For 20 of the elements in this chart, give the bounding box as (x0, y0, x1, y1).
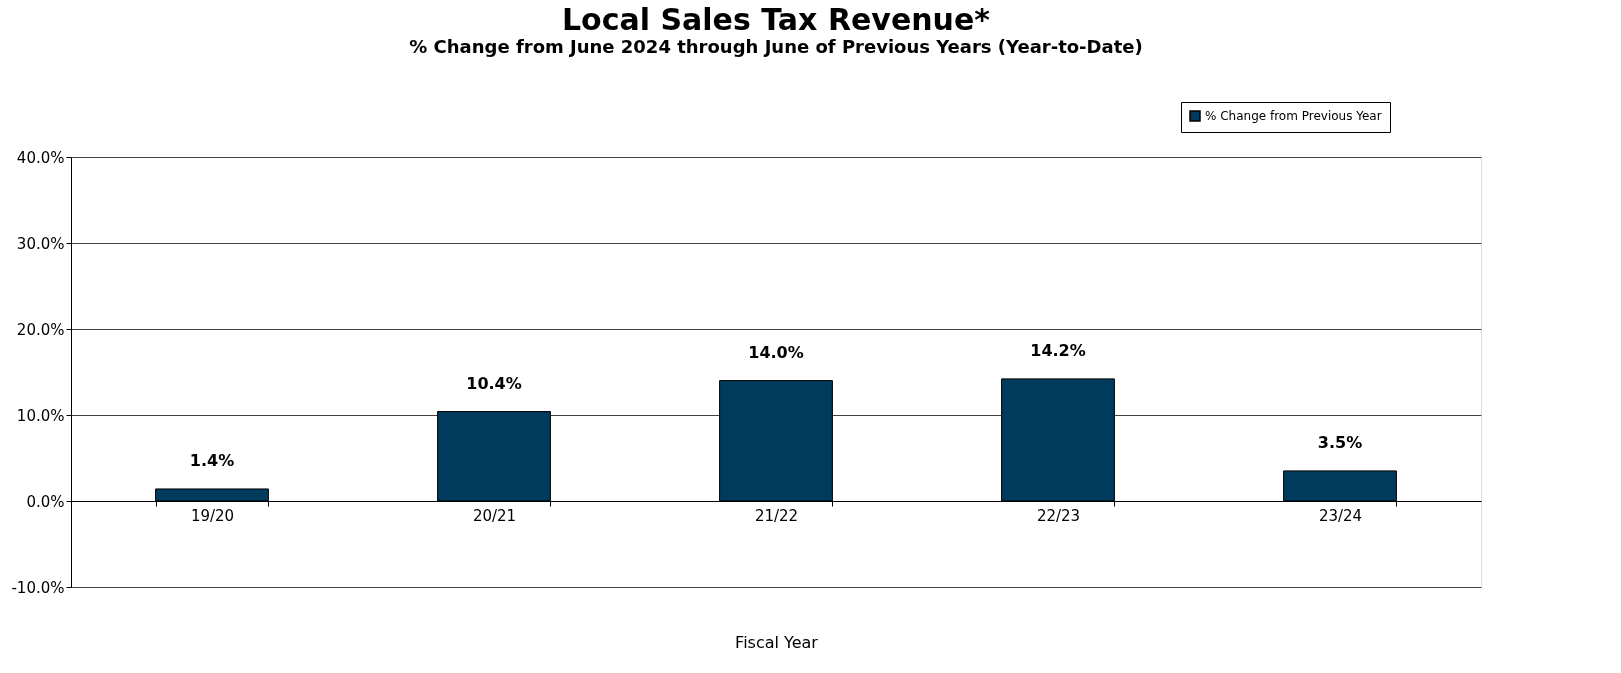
data-label: 3.5% (1317, 432, 1363, 452)
chart-title: Local Sales Tax Revenue* (562, 1, 991, 37)
chart-subtitle: % Change from June 2024 through June of Previous Years (Year-to-Date) (409, 35, 1143, 57)
data-label: 1.4% (189, 450, 235, 470)
x-tick-label: 19/20 (190, 506, 235, 525)
y-tick-label: 10.0% (16, 406, 65, 425)
x-tick-label: 23/24 (1318, 506, 1363, 525)
y-tick-label: 20.0% (16, 320, 65, 339)
x-tick-label: 20/21 (472, 506, 517, 525)
data-label: 10.4% (466, 373, 522, 393)
x-tick-label: 22/23 (1036, 506, 1081, 525)
y-tick-label: 0.0% (26, 492, 65, 511)
y-tick-label: 40.0% (16, 148, 65, 167)
data-label: 14.2% (1030, 340, 1086, 360)
data-label: 14.0% (748, 342, 804, 362)
y-tick-label: 30.0% (16, 234, 65, 253)
x-tick-label: 21/22 (754, 506, 799, 525)
y-tick-label: -10.0% (11, 578, 65, 597)
legend-label: % Change from Previous Year (1205, 109, 1382, 123)
x-axis-title: Fiscal Year (735, 632, 819, 652)
